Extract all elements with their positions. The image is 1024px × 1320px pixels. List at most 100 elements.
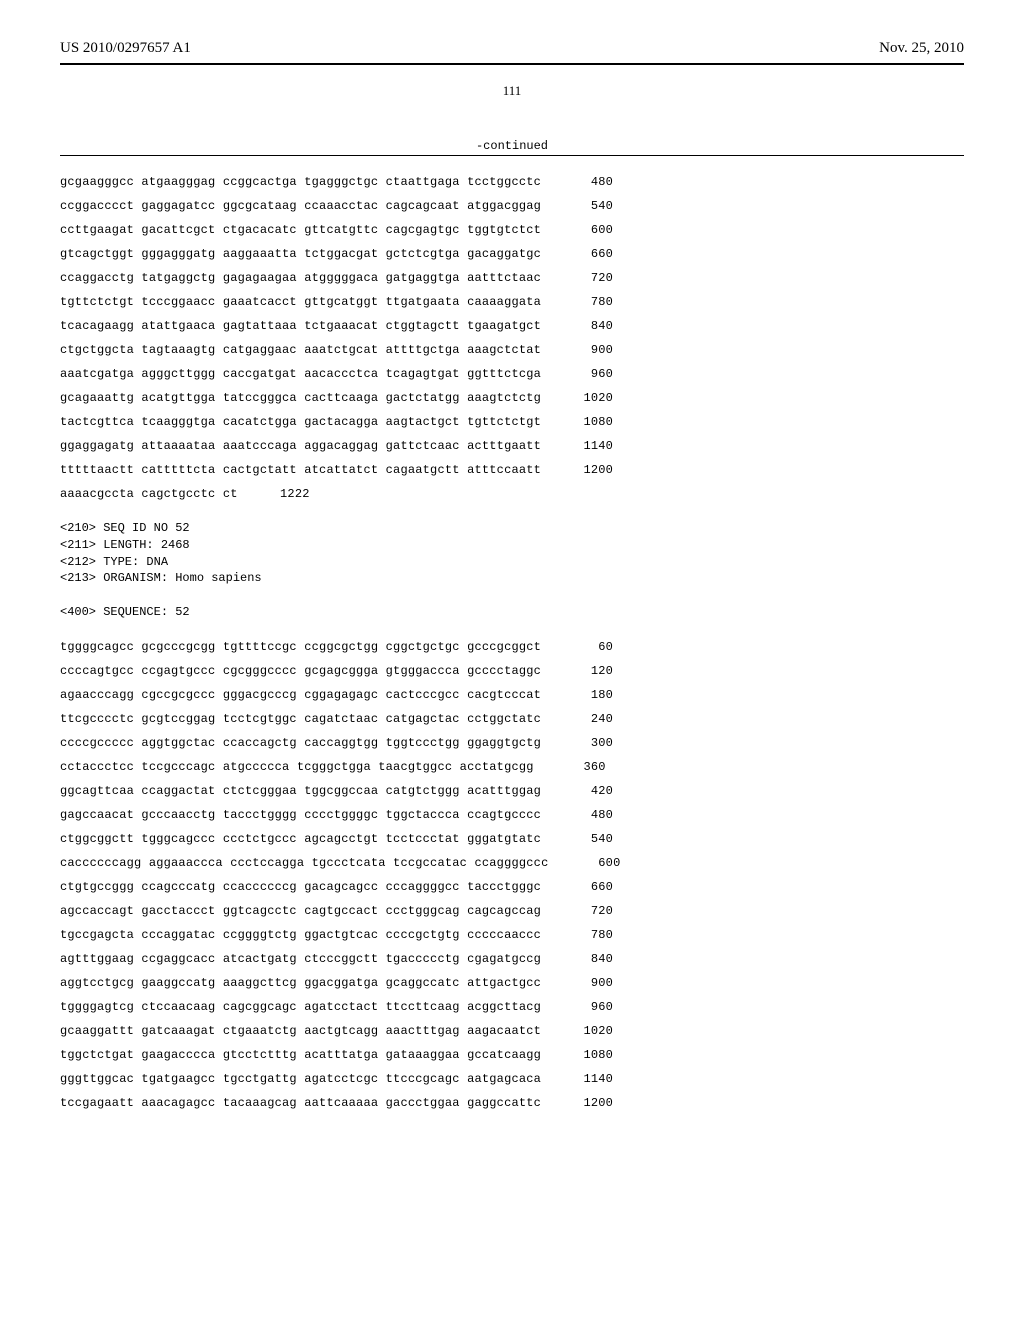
sequence-text: tggctctgat gaagacccca gtcctctttg acattta… (60, 1043, 541, 1067)
sequence-position: 600 (564, 851, 620, 875)
sequence-position: 600 (557, 218, 613, 242)
sequence-line: ggcagttcaa ccaggactat ctctcgggaa tggcggc… (60, 779, 964, 803)
sequence-line: tgttctctgt tcccggaacc gaaatcacct gttgcat… (60, 290, 964, 314)
sequence-text: ctgtgccggg ccagcccatg ccaccccccg gacagca… (60, 875, 541, 899)
sequence-text: tccgagaatt aaacagagcc tacaaagcag aattcaa… (60, 1091, 541, 1115)
header-row: US 2010/0297657 A1 Nov. 25, 2010 (60, 40, 964, 57)
sequence-position: 120 (557, 659, 613, 683)
sequence-position: 780 (557, 923, 613, 947)
sequence-position: 420 (557, 779, 613, 803)
sequence-position: 840 (557, 947, 613, 971)
sequence-line: gcaaggattt gatcaaagat ctgaaatctg aactgtc… (60, 1019, 964, 1043)
sequence-position: 960 (557, 362, 613, 386)
sequence-text: aaaacgccta cagctgcctc ct (60, 482, 238, 506)
sequence-text: agtttggaag ccgaggcacc atcactgatg ctcccgg… (60, 947, 541, 971)
sequence-text: agaacccagg cgccgcgccc gggacgcccg cggagag… (60, 683, 541, 707)
sequence-text: ccccgccccc aggtggctac ccaccagctg caccagg… (60, 731, 541, 755)
sequence-line: ccccagtgcc ccgagtgccc cgcgggcccc gcgagcg… (60, 659, 964, 683)
sequence-position: 720 (557, 899, 613, 923)
sequence-text: tggggcagcc gcgcccgcgg tgttttccgc ccggcgc… (60, 635, 541, 659)
sequence-text: ccaggacctg tatgaggctg gagagaagaa atggggg… (60, 266, 541, 290)
sequence-text: gtcagctggt gggagggatg aaggaaatta tctggac… (60, 242, 541, 266)
header-rule (60, 63, 964, 65)
sequence-text: agccaccagt gacctaccct ggtcagcctc cagtgcc… (60, 899, 541, 923)
sequence-position: 540 (557, 194, 613, 218)
sequence-line: ctgctggcta tagtaaagtg catgaggaac aaatctg… (60, 338, 964, 362)
sequence-text: tactcgttca tcaagggtga cacatctgga gactaca… (60, 410, 541, 434)
sequence-text: tgccgagcta cccaggatac ccggggtctg ggactgt… (60, 923, 541, 947)
sequence-position: 780 (557, 290, 613, 314)
sequence-position: 660 (557, 242, 613, 266)
sequence-line: caccccccagg aggaaaccca ccctccagga tgccct… (60, 851, 964, 875)
continued-label: -continued (60, 139, 964, 153)
sequence-line: tttttaactt catttttcta cactgctatt atcatta… (60, 458, 964, 482)
sequence-line: gcagaaattg acatgttgga tatccgggca cacttca… (60, 386, 964, 410)
sequence-line: tggggcagcc gcgcccgcgg tgttttccgc ccggcgc… (60, 635, 964, 659)
sequence-position: 180 (557, 683, 613, 707)
sequence-line: aaaacgccta cagctgcctc ct 1222 (60, 482, 964, 506)
sequence-text: ggcagttcaa ccaggactat ctctcgggaa tggcggc… (60, 779, 541, 803)
sequence-line: ccccgccccc aggtggctac ccaccagctg caccagg… (60, 731, 964, 755)
sequence-text: ccttgaagat gacattcgct ctgacacatc gttcatg… (60, 218, 541, 242)
sequence-position: 1020 (557, 386, 613, 410)
sequence-text: gcgaagggcc atgaagggag ccggcactga tgagggc… (60, 170, 541, 194)
sequence-line: ccggacccct gaggagatcc ggcgcataag ccaaacc… (60, 194, 964, 218)
sequence-text: cctaccctcc tccgcccagc atgccccca tcgggctg… (60, 755, 534, 779)
sequence-line: gtcagctggt gggagggatg aaggaaatta tctggac… (60, 242, 964, 266)
sequence-text: gggttggcac tgatgaagcc tgcctgattg agatcct… (60, 1067, 541, 1091)
publication-date: Nov. 25, 2010 (879, 40, 964, 57)
sequence-position: 1140 (557, 1067, 613, 1091)
sequence-line: tcacagaagg atattgaaca gagtattaaa tctgaaa… (60, 314, 964, 338)
sequence-text: tggggagtcg ctccaacaag cagcggcagc agatcct… (60, 995, 541, 1019)
sequence-text: aggtcctgcg gaaggccatg aaaggcttcg ggacgga… (60, 971, 541, 995)
sequence-text: tcacagaagg atattgaaca gagtattaaa tctgaaa… (60, 314, 541, 338)
sequence-position: 300 (557, 731, 613, 755)
sequence-text: caccccccagg aggaaaccca ccctccagga tgccct… (60, 851, 548, 875)
sequence-text: gagccaacat gcccaacctg taccctgggg cccctgg… (60, 803, 541, 827)
sequence-line: ctggcggctt tgggcagccc ccctctgccc agcagcc… (60, 827, 964, 851)
sequence-line: tactcgttca tcaagggtga cacatctgga gactaca… (60, 410, 964, 434)
continued-rule-top (60, 155, 964, 156)
sequence-position: 1140 (557, 434, 613, 458)
sequence-text: ctgctggcta tagtaaagtg catgaggaac aaatctg… (60, 338, 541, 362)
sequence-text: gcaaggattt gatcaaagat ctgaaatctg aactgtc… (60, 1019, 541, 1043)
sequence-line: tggggagtcg ctccaacaag cagcggcagc agatcct… (60, 995, 964, 1019)
sequence-line: agaacccagg cgccgcgccc gggacgcccg cggagag… (60, 683, 964, 707)
sequence-position: 360 (550, 755, 606, 779)
sequence-position: 720 (557, 266, 613, 290)
sequence-line: tgccgagcta cccaggatac ccggggtctg ggactgt… (60, 923, 964, 947)
sequence-position: 1080 (557, 410, 613, 434)
sequence-52-metadata: <210> SEQ ID NO 52 <211> LENGTH: 2468 <2… (60, 520, 964, 621)
sequence-text: aaatcgatga agggcttggg caccgatgat aacaccc… (60, 362, 541, 386)
sequence-line: aaatcgatga agggcttggg caccgatgat aacaccc… (60, 362, 964, 386)
sequence-position: 240 (557, 707, 613, 731)
sequence-line: aggtcctgcg gaaggccatg aaaggcttcg ggacgga… (60, 971, 964, 995)
sequence-text: ggaggagatg attaaaataa aaatcccaga aggacag… (60, 434, 541, 458)
sequence-line: ccaggacctg tatgaggctg gagagaagaa atggggg… (60, 266, 964, 290)
sequence-position: 1080 (557, 1043, 613, 1067)
sequence-text: ttcgcccctc gcgtccggag tcctcgtggc cagatct… (60, 707, 541, 731)
sequence-position: 840 (557, 314, 613, 338)
sequence-text: tttttaactt catttttcta cactgctatt atcatta… (60, 458, 541, 482)
sequence-line: gggttggcac tgatgaagcc tgcctgattg agatcct… (60, 1067, 964, 1091)
sequence-line: ggaggagatg attaaaataa aaatcccaga aggacag… (60, 434, 964, 458)
sequence-position: 1200 (557, 1091, 613, 1115)
sequence-position: 900 (557, 338, 613, 362)
sequence-line: gcgaagggcc atgaagggag ccggcactga tgagggc… (60, 170, 964, 194)
sequence-line: cctaccctcc tccgcccagc atgccccca tcgggctg… (60, 755, 964, 779)
sequence-line: ctgtgccggg ccagcccatg ccaccccccg gacagca… (60, 875, 964, 899)
sequence-text: gcagaaattg acatgttgga tatccgggca cacttca… (60, 386, 541, 410)
publication-number: US 2010/0297657 A1 (60, 40, 191, 57)
sequence-line: ttcgcccctc gcgtccggag tcctcgtggc cagatct… (60, 707, 964, 731)
sequence-line: tccgagaatt aaacagagcc tacaaagcag aattcaa… (60, 1091, 964, 1115)
sequence-position: 480 (557, 170, 613, 194)
sequence-position: 480 (557, 803, 613, 827)
sequence-position: 1222 (254, 482, 310, 506)
sequence-position: 960 (557, 995, 613, 1019)
sequence-position: 660 (557, 875, 613, 899)
sequence-position: 1020 (557, 1019, 613, 1043)
page-number: 111 (60, 83, 964, 99)
sequence-text: ctggcggctt tgggcagccc ccctctgccc agcagcc… (60, 827, 541, 851)
sequence-line: gagccaacat gcccaacctg taccctgggg cccctgg… (60, 803, 964, 827)
sequence-text: ccggacccct gaggagatcc ggcgcataag ccaaacc… (60, 194, 541, 218)
